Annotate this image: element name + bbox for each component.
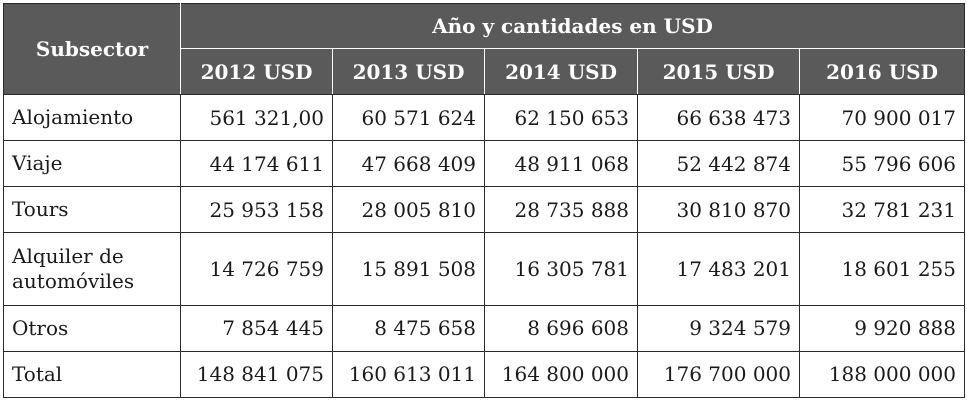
header-year-group: Año y cantidades en USD bbox=[180, 3, 965, 49]
cell-2015: 66 638 473 bbox=[637, 93, 800, 142]
header-year-2016: 2016 USD bbox=[799, 48, 965, 95]
cell-2013: 47 668 409 bbox=[332, 140, 485, 188]
table-row-alquiler: Alquiler de automóviles 14 726 759 15 89… bbox=[3, 232, 965, 306]
cell-2016: 188 000 000 bbox=[799, 350, 965, 399]
cell-2014: 28 735 888 bbox=[484, 186, 638, 234]
cell-2014: 62 150 653 bbox=[484, 93, 638, 142]
cell-2012: 25 953 158 bbox=[180, 186, 333, 234]
cell-2016: 55 796 606 bbox=[799, 140, 965, 188]
cell-2015: 176 700 000 bbox=[637, 350, 800, 399]
row-label: Alquiler de automóviles bbox=[3, 232, 181, 306]
cell-2012: 148 841 075 bbox=[180, 350, 333, 399]
table-row-otros: Otros 7 854 445 8 475 658 8 696 608 9 32… bbox=[3, 304, 965, 352]
cell-2014: 8 696 608 bbox=[484, 304, 638, 352]
cell-2015: 17 483 201 bbox=[637, 232, 800, 306]
cell-2012: 44 174 611 bbox=[180, 140, 333, 188]
cell-2016: 18 601 255 bbox=[799, 232, 965, 306]
cell-2012: 14 726 759 bbox=[180, 232, 333, 306]
header-year-2015: 2015 USD bbox=[637, 48, 800, 95]
table-row-tours: Tours 25 953 158 28 005 810 28 735 888 3… bbox=[3, 186, 965, 234]
cell-2013: 8 475 658 bbox=[332, 304, 485, 352]
cell-2013: 15 891 508 bbox=[332, 232, 485, 306]
cell-2014: 16 305 781 bbox=[484, 232, 638, 306]
header-year-2012: 2012 USD bbox=[180, 48, 333, 95]
row-label: Alojamiento bbox=[3, 93, 181, 142]
row-label: Viaje bbox=[3, 140, 181, 188]
cell-2013: 60 571 624 bbox=[332, 93, 485, 142]
cell-2012: 7 854 445 bbox=[180, 304, 333, 352]
header-year-2014: 2014 USD bbox=[484, 48, 638, 95]
table-container: Subsector Año y cantidades en USD 2012 U… bbox=[3, 3, 965, 399]
row-label: Tours bbox=[3, 186, 181, 234]
subsector-table: Subsector Año y cantidades en USD 2012 U… bbox=[3, 3, 965, 399]
cell-2015: 52 442 874 bbox=[637, 140, 800, 188]
header-subsector: Subsector bbox=[3, 3, 181, 95]
cell-2016: 32 781 231 bbox=[799, 186, 965, 234]
table-row-alojamiento: Alojamiento 561 321,00 60 571 624 62 150… bbox=[3, 93, 965, 142]
cell-2016: 9 920 888 bbox=[799, 304, 965, 352]
row-label: Total bbox=[3, 350, 181, 399]
cell-2013: 160 613 011 bbox=[332, 350, 485, 399]
cell-2013: 28 005 810 bbox=[332, 186, 485, 234]
row-label: Otros bbox=[3, 304, 181, 352]
table-row-viaje: Viaje 44 174 611 47 668 409 48 911 068 5… bbox=[3, 140, 965, 188]
cell-2015: 9 324 579 bbox=[637, 304, 800, 352]
cell-2015: 30 810 870 bbox=[637, 186, 800, 234]
cell-2014: 164 800 000 bbox=[484, 350, 638, 399]
table-row-total: Total 148 841 075 160 613 011 164 800 00… bbox=[3, 350, 965, 399]
cell-2016: 70 900 017 bbox=[799, 93, 965, 142]
cell-2012: 561 321,00 bbox=[180, 93, 333, 142]
cell-2014: 48 911 068 bbox=[484, 140, 638, 188]
header-year-2013: 2013 USD bbox=[332, 48, 485, 95]
